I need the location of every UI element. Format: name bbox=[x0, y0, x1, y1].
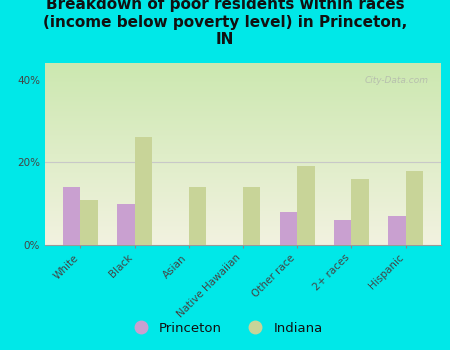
Bar bbox=[243, 187, 261, 245]
Text: Breakdown of poor residents within races
(income below poverty level) in Princet: Breakdown of poor residents within races… bbox=[43, 0, 407, 47]
Bar bbox=[280, 212, 297, 245]
Bar bbox=[297, 166, 315, 245]
Bar bbox=[189, 187, 206, 245]
Bar bbox=[63, 187, 81, 245]
Bar bbox=[81, 199, 98, 245]
Bar bbox=[135, 138, 152, 245]
Text: City-Data.com: City-Data.com bbox=[365, 76, 429, 85]
Legend: Princeton, Indiana: Princeton, Indiana bbox=[122, 316, 328, 340]
Bar bbox=[351, 179, 369, 245]
Bar bbox=[388, 216, 405, 245]
Bar bbox=[405, 170, 423, 245]
Bar bbox=[334, 220, 351, 245]
Bar bbox=[117, 204, 135, 245]
